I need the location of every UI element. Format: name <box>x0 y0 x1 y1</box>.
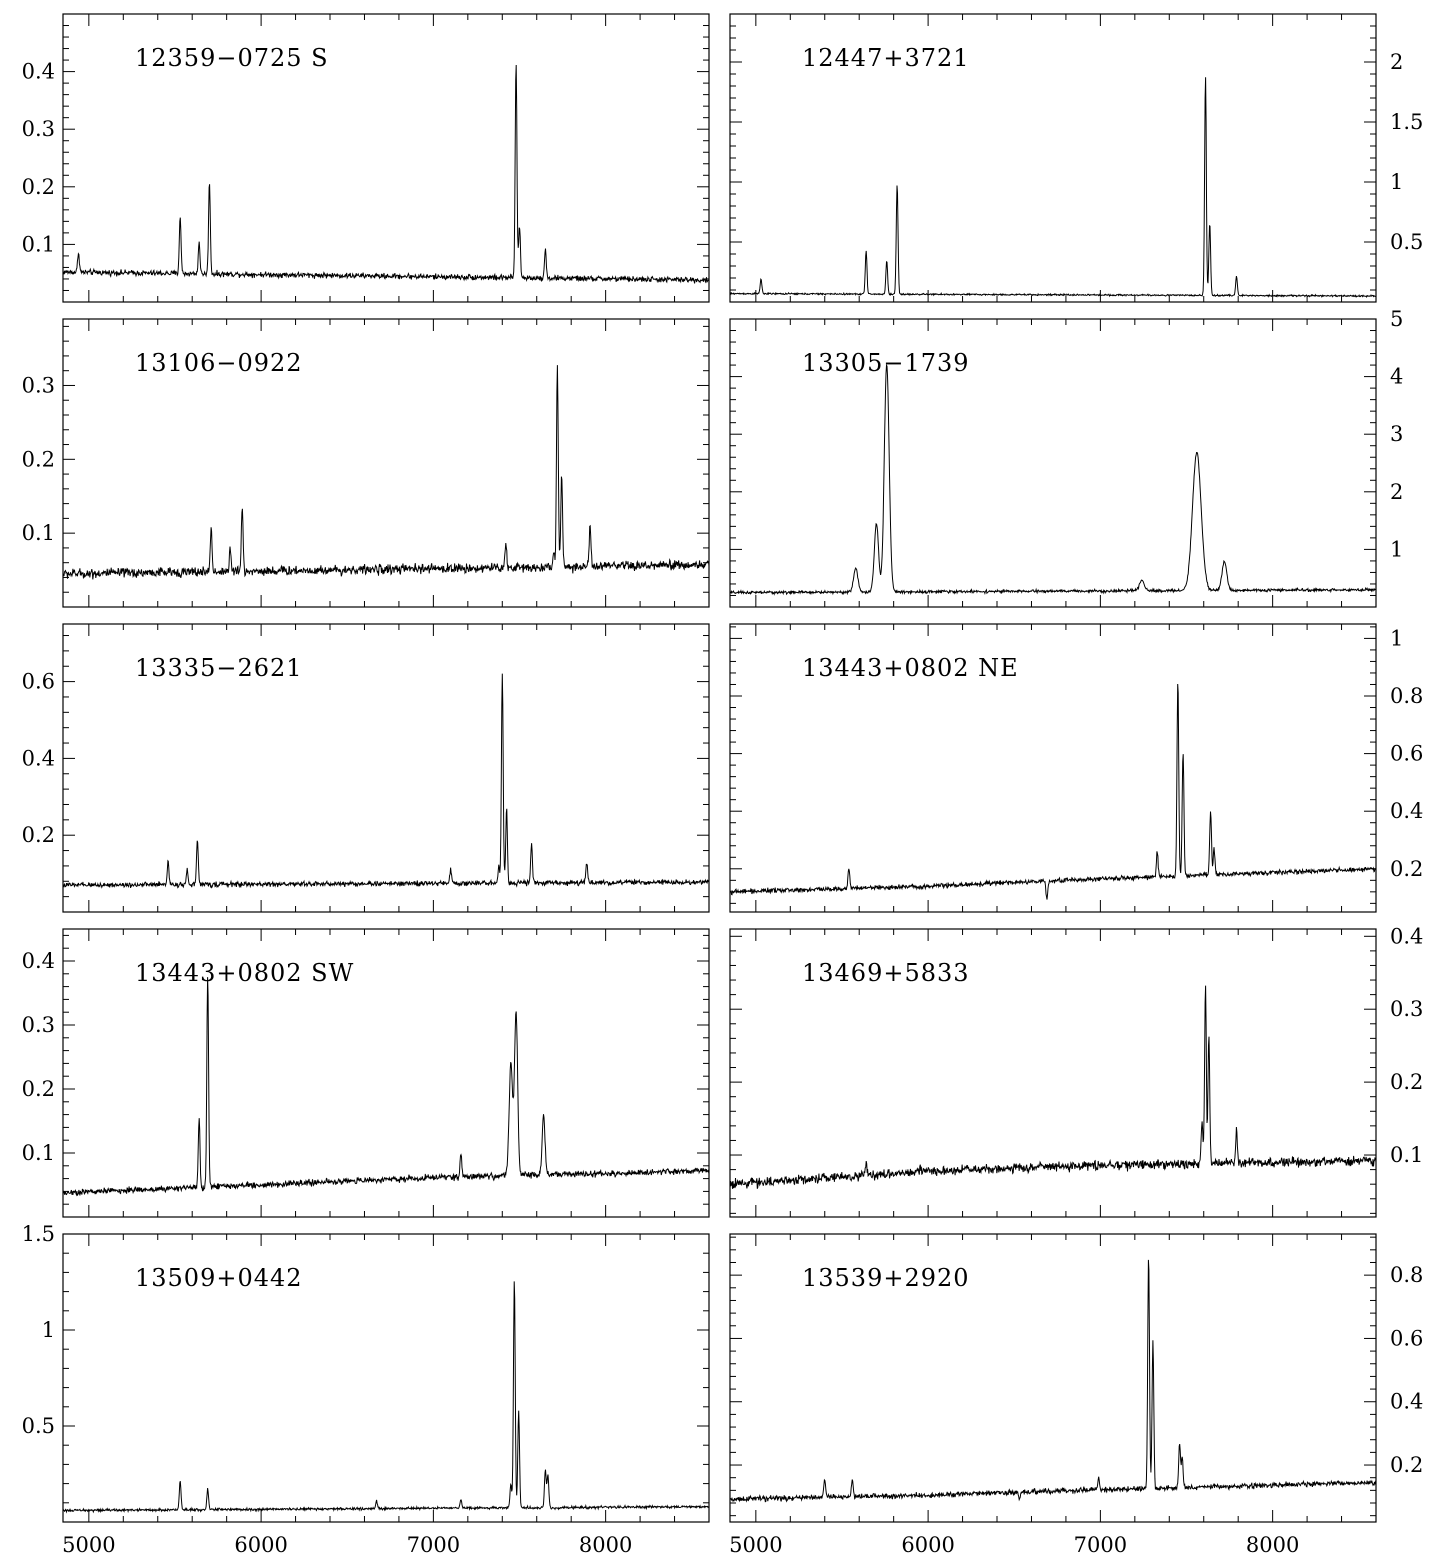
y-tick-label: 0.6 <box>1390 1326 1423 1350</box>
spectrum-panel: 0.5 1 1.5 2 12447+3721 <box>729 13 1423 303</box>
panel-label: 13509+0442 <box>135 1264 303 1292</box>
spectrum-line <box>62 977 710 1197</box>
y-tick-label: 0.2 <box>22 823 55 847</box>
y-tick-label: 0.3 <box>22 1013 55 1037</box>
spectrum-line <box>729 1259 1377 1503</box>
y-tick-label: 4 <box>1390 365 1403 389</box>
y-tick-label: 1 <box>1390 626 1403 650</box>
y-tick-label: 1.5 <box>22 1222 55 1246</box>
plot-frame <box>62 318 710 608</box>
y-tick-label: 0.2 <box>22 447 55 471</box>
y-tick-label: 1 <box>1390 537 1403 561</box>
spectrum-panel: 1 2 3 4 5 13305−1739 <box>729 307 1403 608</box>
x-tick-label: 5000 <box>729 1533 782 1557</box>
panel-label: 12359−0725 S <box>135 44 329 72</box>
y-tick-label: 0.2 <box>1390 1070 1423 1094</box>
panel-label: 12447+3721 <box>802 44 970 72</box>
spectrum-line <box>62 1281 710 1514</box>
y-tick-label: 0.4 <box>22 746 55 770</box>
x-tick-label: 8000 <box>1246 1533 1299 1557</box>
spectrum-line <box>62 64 710 284</box>
panel-label: 13539+2920 <box>802 1264 970 1292</box>
plot-frame <box>62 1233 710 1523</box>
y-tick-label: 0.4 <box>22 949 55 973</box>
x-tick-label: 6000 <box>234 1533 287 1557</box>
spectrum-panel: 0.2 0.4 0.6 0.8 1 13443+0802 NE <box>729 623 1423 913</box>
spectrum-panel: 0.2 0.4 0.6 13335−2621 <box>22 623 710 913</box>
plot-frame <box>729 1233 1377 1523</box>
y-tick-label: 0.4 <box>1390 924 1423 948</box>
y-tick-label: 0.4 <box>1390 799 1423 823</box>
spectrum-line <box>62 365 710 580</box>
y-tick-label: 0.1 <box>22 232 55 256</box>
y-tick-label: 1 <box>42 1318 55 1342</box>
panel-label: 13469+5833 <box>802 959 970 987</box>
y-tick-label: 0.5 <box>1390 230 1423 254</box>
plot-frame <box>62 928 710 1218</box>
spectrum-panel: 0.1 0.2 0.3 0.4 13469+5833 <box>729 924 1423 1218</box>
y-tick-label: 0.1 <box>22 1141 55 1165</box>
panel-label: 13443+0802 SW <box>135 959 354 987</box>
x-tick-label: 7000 <box>407 1533 460 1557</box>
y-tick-label: 0.6 <box>1390 742 1423 766</box>
plot-frame <box>729 623 1377 913</box>
plot-frame <box>729 318 1377 608</box>
plot-frame <box>729 928 1377 1218</box>
x-tick-label: 5000 <box>62 1533 115 1557</box>
spectrum-line <box>729 683 1377 900</box>
y-tick-label: 1 <box>1390 170 1403 194</box>
y-tick-label: 0.6 <box>22 670 55 694</box>
panel-label: 13305−1739 <box>802 349 970 377</box>
x-tick-label: 7000 <box>1074 1533 1127 1557</box>
x-tick-label: 8000 <box>579 1533 632 1557</box>
y-tick-label: 0.4 <box>1390 1390 1423 1414</box>
y-tick-label: 0.8 <box>1390 1263 1423 1287</box>
plot-frame <box>62 623 710 913</box>
y-tick-label: 0.2 <box>1390 857 1423 881</box>
plot-frame <box>62 13 710 303</box>
spectrum-panel: 0.1 0.2 0.3 0.4 12359−0725 S <box>22 13 710 303</box>
x-tick-label: 6000 <box>901 1533 954 1557</box>
y-tick-label: 0.4 <box>22 60 55 84</box>
spectrum-line <box>62 673 710 889</box>
y-tick-label: 5 <box>1390 307 1403 331</box>
spectrum-panel: 0.2 0.4 0.6 0.8 5000 6000 7000 8000 13539+2920 <box>729 1233 1423 1557</box>
y-tick-label: 0.2 <box>1390 1453 1423 1477</box>
panel-label: 13335−2621 <box>135 654 303 682</box>
y-tick-label: 0.1 <box>22 521 55 545</box>
y-tick-label: 1.5 <box>1390 110 1423 134</box>
spectrum-line <box>729 985 1377 1189</box>
y-tick-label: 0.8 <box>1390 684 1423 708</box>
spectrum-panel: 0.1 0.2 0.3 0.4 13443+0802 SW <box>22 928 710 1218</box>
y-tick-label: 0.2 <box>22 1077 55 1101</box>
y-tick-label: 2 <box>1390 50 1403 74</box>
spectrum-line <box>729 77 1377 298</box>
y-tick-label: 0.3 <box>1390 997 1423 1021</box>
y-tick-label: 2 <box>1390 480 1403 504</box>
spectrum-panel: 0.5 1 1.5 5000 6000 7000 8000 13509+0442 <box>22 1222 710 1557</box>
y-tick-label: 0.5 <box>22 1414 55 1438</box>
y-tick-label: 0.3 <box>22 117 55 141</box>
y-tick-label: 3 <box>1390 422 1403 446</box>
spectrum-line <box>729 363 1377 596</box>
panel-label: 13443+0802 NE <box>802 654 1019 682</box>
y-tick-label: 0.1 <box>1390 1143 1423 1167</box>
spectrum-panel: 0.1 0.2 0.3 13106−0922 <box>22 318 710 608</box>
panel-label: 13106−0922 <box>135 349 303 377</box>
y-tick-label: 0.3 <box>22 373 55 397</box>
y-tick-label: 0.2 <box>22 175 55 199</box>
